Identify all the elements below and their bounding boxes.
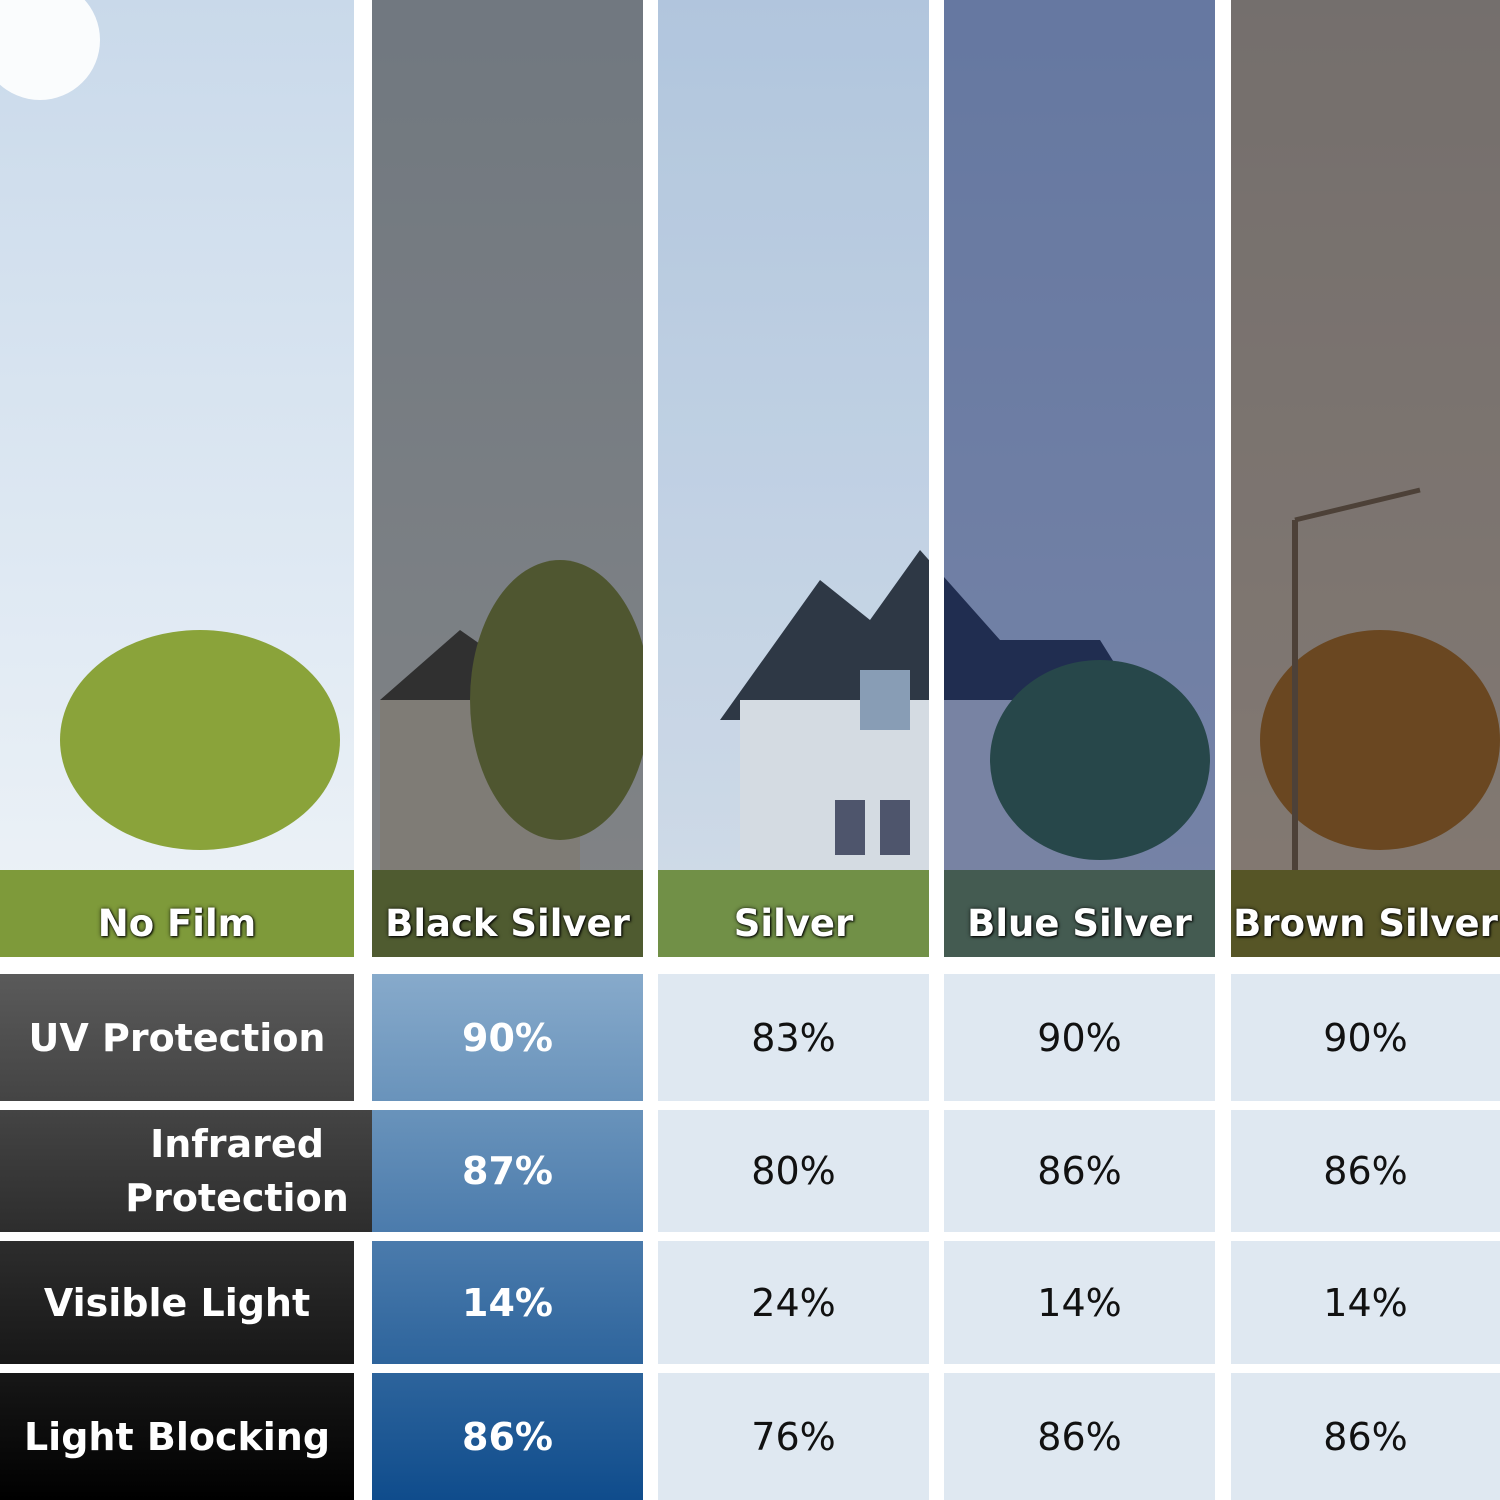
photo-panel-brown-silver: Brown Silver (1231, 0, 1500, 957)
tint-overlay (1231, 0, 1500, 957)
house-scene (658, 0, 929, 957)
value-cell: 80% (658, 1110, 929, 1232)
value-cell: 24% (658, 1241, 929, 1364)
tint-overlay (658, 0, 929, 957)
film-name-label: Blue Silver (967, 902, 1192, 945)
film-name-label: Black Silver (385, 902, 630, 945)
value-cell: 90% (944, 974, 1215, 1101)
photo-panel-blue-silver: Blue Silver (944, 0, 1215, 957)
film-name-label: No Film (97, 902, 257, 945)
film-name-label: Silver (733, 902, 854, 945)
value-cell: 86% (944, 1373, 1215, 1500)
value-cell-highlight: 86% (372, 1373, 643, 1500)
value-cell: 83% (658, 974, 929, 1101)
tint-overlay (372, 0, 643, 957)
value-cell-highlight: 87% (372, 1110, 643, 1232)
value-cell: 76% (658, 1373, 929, 1500)
photo-panel-no-film: No Film (0, 0, 354, 957)
value-cell-highlight: 14% (372, 1241, 643, 1364)
value-cell: 90% (1231, 974, 1500, 1101)
photo-panel-silver: Silver (658, 0, 929, 957)
value-cell: 14% (1231, 1241, 1500, 1364)
row-label: UV Protection (0, 974, 354, 1101)
row-label: Light Blocking (0, 1373, 354, 1500)
value-cell: 86% (1231, 1373, 1500, 1500)
photo-panel-black-silver: Black Silver (372, 0, 643, 957)
value-cell: 86% (1231, 1110, 1500, 1232)
film-name-label: Brown Silver (1233, 902, 1498, 945)
house-scene (0, 0, 354, 957)
row-label: Visible Light (0, 1241, 354, 1364)
tint-overlay (944, 0, 1215, 957)
value-cell-highlight: 90% (372, 974, 643, 1101)
value-cell: 86% (944, 1110, 1215, 1232)
value-cell: 14% (944, 1241, 1215, 1364)
tint-overlay (0, 0, 354, 957)
